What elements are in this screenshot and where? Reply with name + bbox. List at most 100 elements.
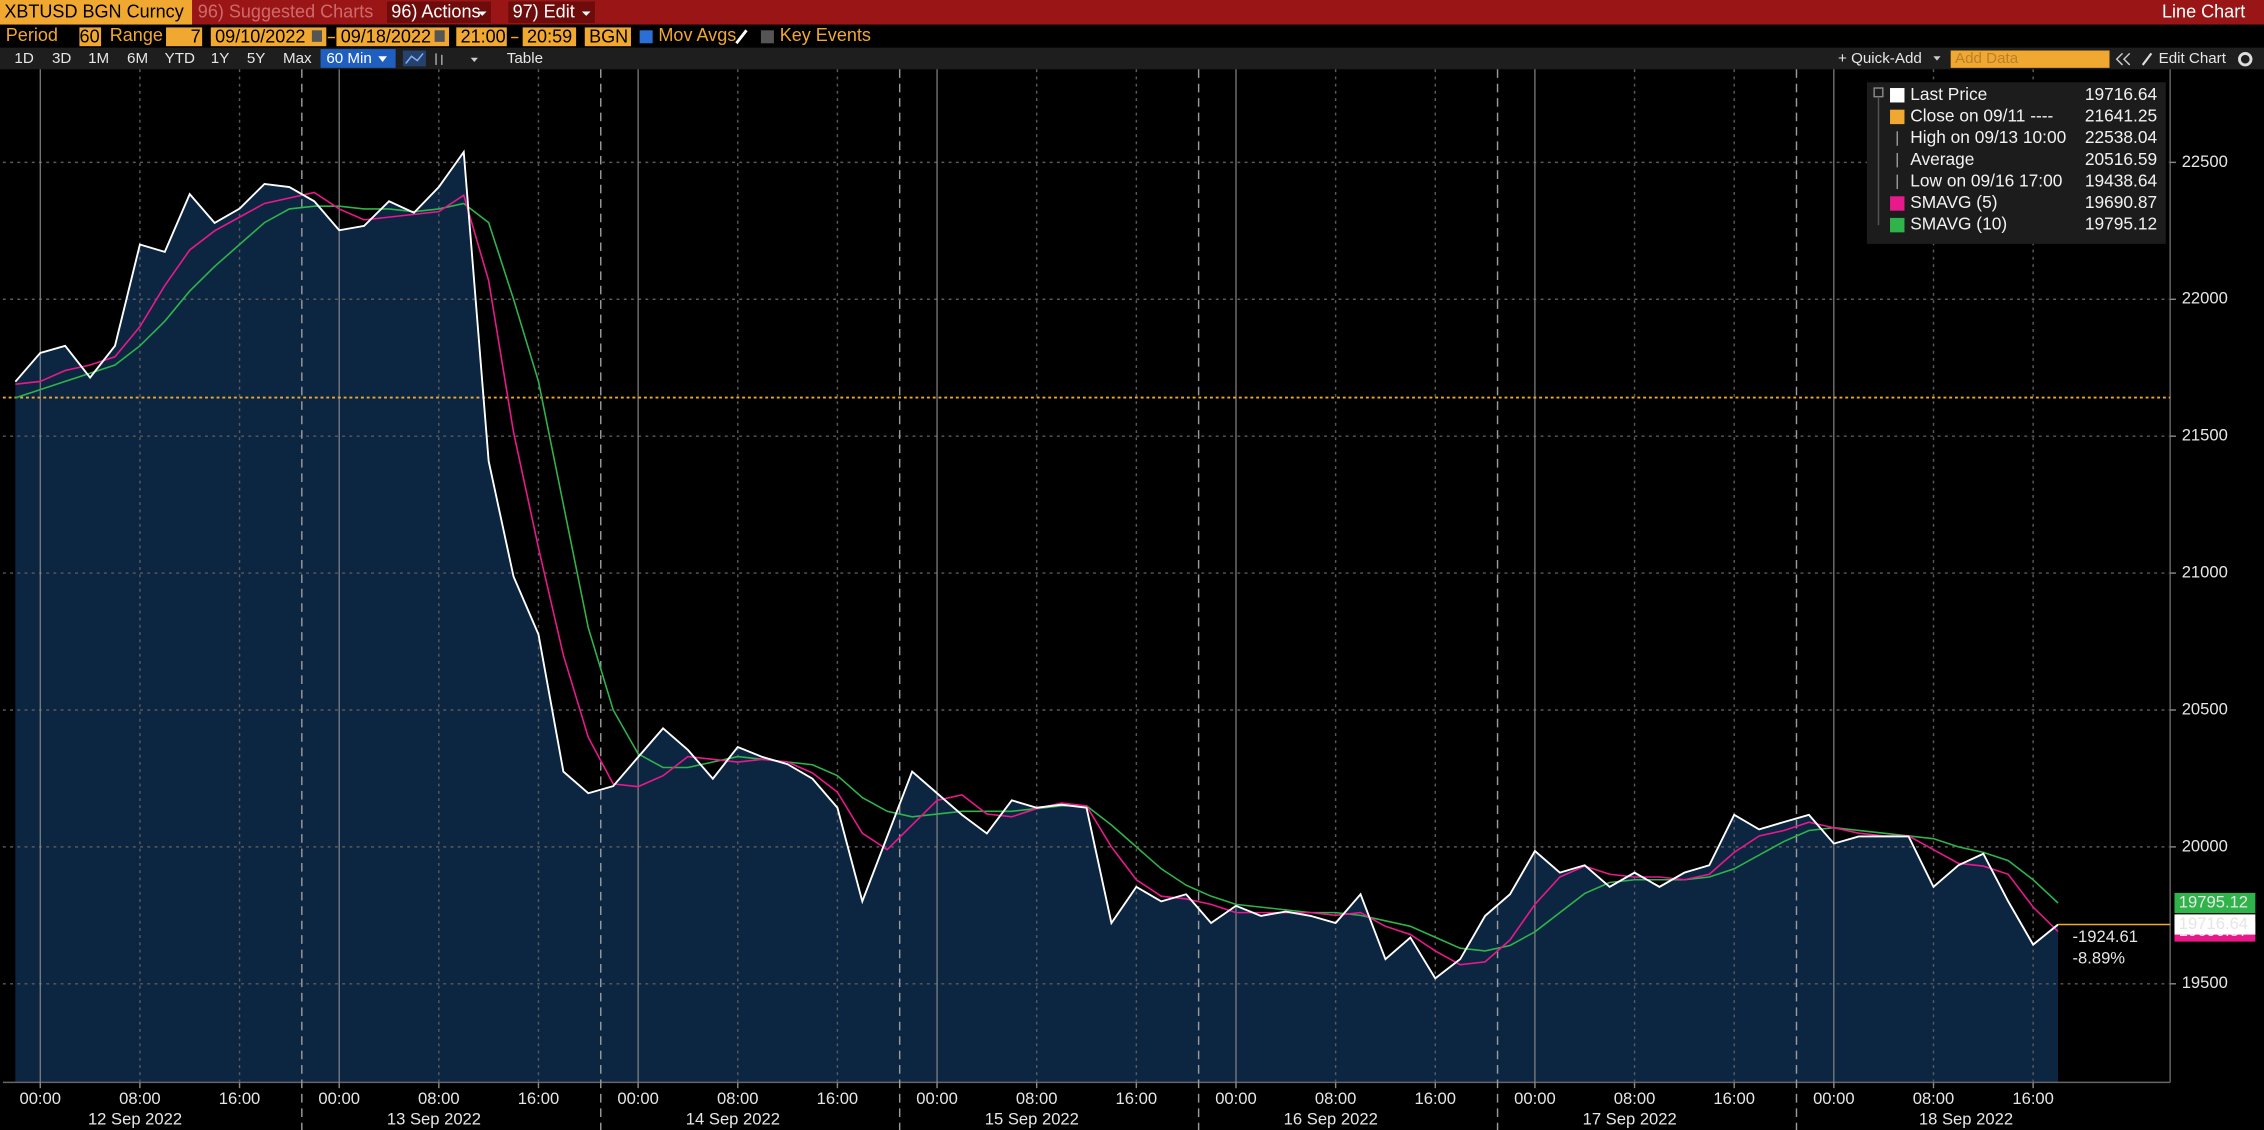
range-label: Range: [110, 25, 163, 45]
security-box[interactable]: [0, 0, 193, 25]
end-date[interactable]: 09/18/2022: [341, 26, 431, 46]
legend-box: [1866, 82, 2166, 244]
last-value-tag: [2174, 914, 2256, 935]
legend-label: Close on 09/11 ----: [1910, 105, 2053, 125]
range-button[interactable]: 3D: [52, 50, 71, 67]
y-tick-label: 20500: [2182, 699, 2228, 718]
range-button[interactable]: 1Y: [211, 50, 230, 67]
pencil-icon[interactable]: [2141, 52, 2153, 66]
y-tick-label: 20000: [2182, 836, 2228, 855]
pencil-icon[interactable]: [735, 29, 748, 45]
dropdown-arrow[interactable]: [470, 57, 478, 63]
mov-avgs[interactable]: Mov Avgs: [658, 25, 736, 45]
dropdown-arrow: [378, 56, 387, 63]
key-events[interactable]: Key Events: [780, 25, 871, 45]
legend-swatch: [1890, 217, 1905, 233]
legend-swatch: [1890, 109, 1905, 125]
x-tick-label: 16:00: [2012, 1089, 2054, 1108]
input-box[interactable]: [522, 27, 577, 47]
range-button[interactable]: 1D: [14, 50, 33, 67]
legend: Last Price 19716.64 Close on 09/11 ---- 216…: [1866, 82, 2166, 244]
collapse-icon[interactable]: [2115, 52, 2124, 66]
period-label: Period: [6, 25, 58, 45]
menu-edit[interactable]: 97) Edit: [513, 2, 575, 22]
table-button[interactable]: Table: [507, 50, 543, 67]
calendar-icon[interactable]: [311, 30, 322, 42]
input-box[interactable]: [336, 27, 450, 47]
x-tick-label: 16:00: [518, 1089, 560, 1108]
y-tick-label: 21000: [2182, 562, 2228, 581]
x-tick-label: 16:00: [1116, 1089, 1158, 1108]
edit-chart[interactable]: Edit Chart: [2159, 50, 2227, 67]
range-button[interactable]: 6M: [127, 50, 148, 67]
x-tick-label: 00:00: [617, 1089, 659, 1108]
legend-label: Low on 09/16 17:00: [1910, 170, 2062, 190]
add-data[interactable]: Add Data: [1955, 50, 2019, 67]
checkbox[interactable]: [760, 30, 774, 44]
range-button[interactable]: 1M: [88, 50, 109, 67]
chart-icon-line: [405, 52, 424, 64]
x-tick-label: 08:00: [717, 1089, 759, 1108]
x-tick-label: 16:00: [1415, 1089, 1457, 1108]
input-box[interactable]: [79, 27, 102, 47]
input-box[interactable]: [456, 27, 507, 47]
x-tick-label: 08:00: [1913, 1089, 1955, 1108]
day-label: 16 Sep 2022: [1284, 1109, 1378, 1128]
area: [15, 151, 2059, 1083]
toolbar: [0, 47, 2264, 70]
last-value-label: 19795.12: [2179, 892, 2248, 911]
dropdown-arrow: [581, 11, 591, 16]
menu-actions[interactable]: 96) Actions: [391, 2, 480, 22]
area-layer: [15, 151, 2059, 1083]
label-layer: 19500 20000 20500 21000 21500 22000 22500 00:00…: [19, 152, 2256, 1128]
legend-value: 19690.87: [2085, 192, 2157, 212]
y-tick-label: 22500: [2182, 152, 2228, 171]
security[interactable]: XBTUSD BGN Curncy: [4, 2, 183, 22]
legend-value: 19795.12: [2085, 214, 2157, 234]
interval-box[interactable]: [320, 49, 396, 68]
day-label: 17 Sep 2022: [1583, 1109, 1677, 1128]
legend-swatch: [1890, 196, 1905, 211]
last-value-tag: [2174, 892, 2256, 914]
range[interactable]: 7: [191, 26, 201, 46]
range-button[interactable]: YTD: [165, 50, 195, 67]
line-layer: [2, 149, 2171, 980]
x-tick-label: 00:00: [916, 1089, 958, 1108]
day-label: 12 Sep 2022: [88, 1109, 182, 1128]
legend-label: Average: [1910, 149, 1974, 169]
chart-kind: Line Chart: [2162, 2, 2245, 22]
day-label: 13 Sep 2022: [387, 1109, 481, 1128]
range-button[interactable]: 5Y: [247, 50, 266, 67]
legend-label: SMAVG (10): [1910, 214, 2007, 234]
start-time[interactable]: 21:00: [461, 26, 506, 46]
legend-value: 20516.59: [2085, 149, 2157, 169]
input-box[interactable]: [166, 27, 203, 47]
legend-value: 19438.64: [2085, 170, 2158, 190]
legend-label: Last Price: [1910, 84, 1987, 104]
calendar-icon[interactable]: [434, 30, 445, 42]
menu-suggested[interactable]: 96) Suggested Charts: [198, 2, 373, 22]
legend-value: 22538.04: [2085, 127, 2158, 147]
checkbox-checked[interactable]: [639, 30, 653, 44]
period[interactable]: 60: [80, 26, 100, 46]
source[interactable]: BGN: [589, 26, 628, 46]
collapse-icon[interactable]: [2122, 52, 2131, 66]
interval[interactable]: 60 Min: [326, 50, 371, 67]
change-percent: -8.89%: [2072, 949, 2125, 968]
day-label: 15 Sep 2022: [985, 1109, 1079, 1128]
menu-button[interactable]: [386, 1, 491, 24]
y-tick-label: 19500: [2182, 973, 2228, 992]
add-data-input[interactable]: [1950, 50, 2110, 68]
menu-button[interactable]: [508, 1, 595, 24]
x-tick-label: 08:00: [1016, 1089, 1058, 1108]
y-tick-label: 21500: [2182, 426, 2228, 445]
range-button[interactable]: Max: [283, 50, 312, 67]
input-box[interactable]: [584, 27, 631, 47]
x-tick-label: 00:00: [1514, 1089, 1556, 1108]
start-date[interactable]: 09/10/2022: [215, 26, 305, 46]
quick-add[interactable]: + Quick-Add: [1838, 50, 1922, 67]
end-time[interactable]: 20:59: [527, 26, 572, 46]
input-box[interactable]: [210, 27, 327, 47]
settings-icon[interactable]: [2238, 51, 2253, 67]
